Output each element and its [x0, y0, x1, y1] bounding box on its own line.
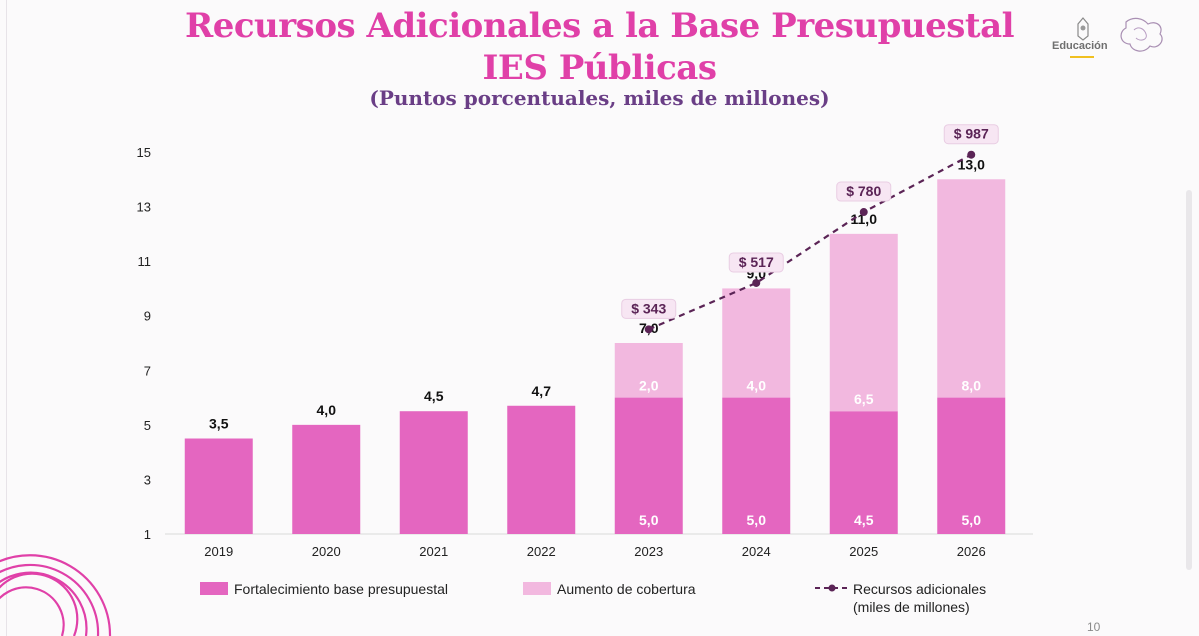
total-value-label: 4,0: [317, 402, 337, 418]
money-label-bg: [728, 252, 784, 273]
total-value-label: 4,7: [532, 383, 552, 399]
legend-swatch-base: [200, 582, 228, 595]
base-value-label: 5,0: [747, 512, 767, 528]
legend-swatch-coverage: [523, 582, 551, 595]
bar-base-2025: [829, 411, 898, 534]
chart-title-line2: IES Públicas: [482, 48, 717, 88]
chart-title-line1: Recursos Adicionales a la Base Presupues…: [184, 6, 1015, 46]
legend-label-line-2: (miles de millones): [853, 599, 970, 615]
total-value-label: 4,5: [424, 388, 444, 404]
money-label-bg: [836, 181, 892, 202]
legend-label-coverage: Aumento de cobertura: [557, 581, 696, 597]
y-tick-label: 11: [138, 254, 152, 269]
x-tick-label: 2020: [312, 544, 341, 559]
decorative-arc: [0, 554, 112, 636]
total-value-label: 11,0: [851, 211, 878, 227]
money-label: $ 517: [739, 254, 774, 270]
x-tick-label: 2022: [527, 544, 556, 559]
money-label-bg: [621, 298, 677, 319]
y-tick-label: 13: [137, 200, 151, 215]
y-tick-label: 3: [144, 472, 151, 487]
bar-base-2021: [399, 411, 468, 534]
bar-base-2022: [507, 405, 576, 534]
legend-label-line-1: Recursos adicionales: [853, 581, 986, 597]
total-value-label: 13,0: [958, 156, 985, 172]
base-value-label: 4,5: [854, 512, 874, 528]
logo-emblem-icon: [1070, 17, 1163, 58]
y-tick-label: 7: [144, 363, 151, 378]
line-point-2026: [967, 150, 976, 159]
x-tick-label: 2019: [204, 544, 233, 559]
bar-coverage-2025: [829, 233, 898, 412]
y-tick-label: 1: [144, 527, 151, 542]
coverage-value-label: 6,5: [854, 391, 874, 407]
y-tick-label: 9: [144, 309, 151, 324]
bar-base-2023: [614, 397, 683, 534]
x-tick-label: 2026: [957, 544, 986, 559]
page-number: 10: [1087, 620, 1101, 634]
x-tick-label: 2021: [419, 544, 448, 559]
bar-base-2019: [184, 438, 253, 534]
x-tick-label: 2025: [849, 544, 878, 559]
bar-base-2026: [937, 397, 1006, 534]
money-label: $ 780: [846, 183, 881, 199]
bar-base-2020: [292, 424, 361, 534]
line-point-2023: [644, 325, 653, 334]
line-point-2025: [859, 208, 868, 217]
decorative-arc: [0, 572, 79, 636]
money-label-bg: [943, 124, 999, 145]
x-tick-label: 2023: [634, 544, 663, 559]
education-logo: [1048, 14, 1178, 64]
base-value-label: 5,0: [639, 512, 659, 528]
bar-coverage-2023: [614, 343, 683, 398]
line-point-2024: [752, 278, 761, 287]
slide-edge: [6, 0, 7, 636]
coverage-value-label: 2,0: [639, 378, 659, 394]
legend-line-marker: [828, 584, 836, 592]
additional-resources-line: [648, 153, 972, 331]
decorative-arc: [0, 586, 65, 636]
x-tick-label: 2024: [742, 544, 771, 559]
bar-coverage-2026: [937, 179, 1006, 398]
coverage-value-label: 4,0: [747, 378, 767, 394]
total-value-label: 3,5: [209, 416, 229, 432]
legend-label-base: Fortalecimiento base presupuestal: [234, 581, 448, 597]
chart-subtitle: (Puntos porcentuales, miles de millones): [369, 86, 830, 110]
scrollbar[interactable]: [1186, 190, 1192, 570]
money-label: $ 343: [631, 300, 666, 316]
decorative-arc: [0, 571, 88, 636]
y-tick-label: 5: [144, 418, 151, 433]
money-label: $ 987: [954, 126, 989, 142]
coverage-value-label: 8,0: [962, 378, 982, 394]
base-value-label: 5,0: [962, 512, 982, 528]
logo-label: Educación: [1052, 40, 1108, 52]
bar-base-2024: [722, 397, 791, 534]
y-tick-label: 15: [137, 145, 151, 160]
decorative-arc: [0, 563, 100, 636]
bar-coverage-2024: [722, 288, 791, 398]
